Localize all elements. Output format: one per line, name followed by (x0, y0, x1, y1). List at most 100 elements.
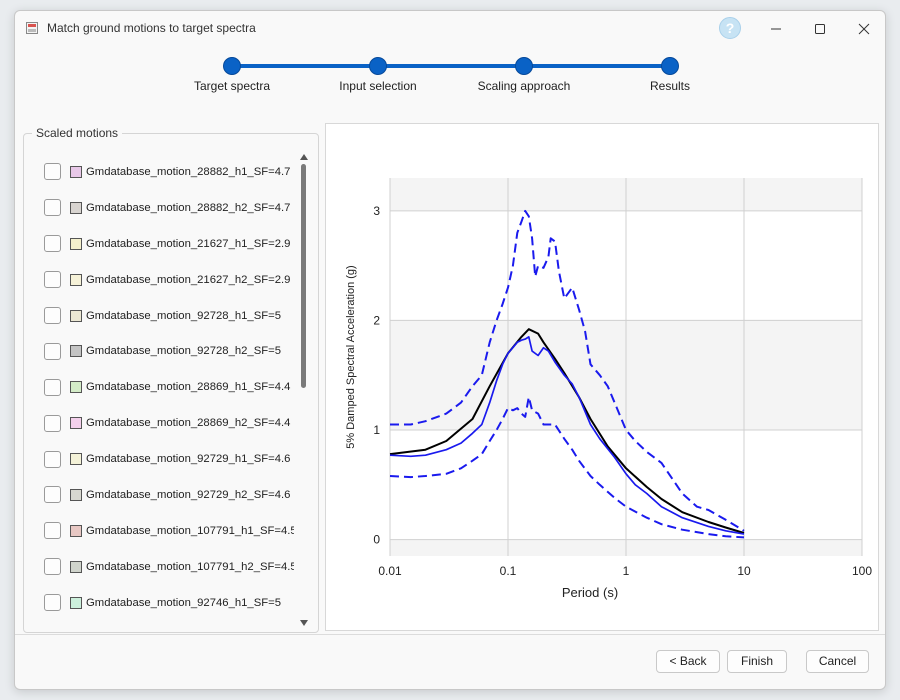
color-swatch (70, 560, 82, 573)
wizard-stepper: Target spectra Input selection Scaling a… (15, 51, 885, 111)
motion-checkbox[interactable] (44, 414, 61, 432)
list-item[interactable]: Gmdatabase_motion_28869_h2_SF=4.4 (36, 405, 294, 441)
scroll-up-arrow-icon[interactable] (300, 154, 308, 160)
step-label: Scaling approach (477, 79, 571, 93)
minimize-button[interactable] (761, 17, 791, 41)
list-item[interactable]: Gmdatabase_motion_21627_h1_SF=2.9 (36, 226, 294, 262)
list-scrollbar[interactable] (298, 154, 312, 626)
motion-label: Gmdatabase_motion_28869_h1_SF=4.4 (86, 381, 291, 394)
step-label: Input selection (339, 79, 417, 93)
list-item[interactable]: Gmdatabase_motion_92729_h2_SF=4.6 (36, 477, 294, 513)
help-icon[interactable]: ? (719, 17, 741, 39)
motion-checkbox[interactable] (44, 271, 61, 289)
list-item[interactable]: Gmdatabase_motion_28882_h1_SF=4.7 (36, 154, 294, 190)
motion-checkbox[interactable] (44, 594, 61, 612)
color-swatch (70, 345, 82, 358)
maximize-icon (815, 24, 825, 34)
motion-label: Gmdatabase_motion_28882_h1_SF=4.7 (86, 165, 291, 178)
x-tick-label: 0.01 (378, 564, 402, 578)
list-item[interactable]: Gmdatabase_motion_92728_h2_SF=5 (36, 333, 294, 369)
maximize-button[interactable] (805, 17, 835, 41)
scaled-motions-group: Scaled motions Gmdatabase_motion_28882_h… (23, 126, 319, 633)
x-tick-label: 100 (852, 564, 872, 578)
spectra-chart: 0.01 0.1 1 10 100 0 1 2 3 Period (s) 5% Damped Spe… (345, 178, 872, 600)
x-tick-label: 0.1 (500, 564, 517, 578)
list-item[interactable]: Gmdatabase_motion_107791_h2_SF=4.5 (36, 549, 294, 585)
step-dot (661, 57, 679, 75)
series-line-0 (389, 328, 745, 534)
motion-label: Gmdatabase_motion_92729_h1_SF=4.6 (86, 453, 291, 466)
wizard-window: Match ground motions to target spectra ?… (14, 10, 886, 690)
motion-checkbox[interactable] (44, 163, 61, 181)
x-tick-label: 10 (737, 564, 751, 578)
list-item[interactable]: Gmdatabase_motion_92729_h1_SF=4.6 (36, 441, 294, 477)
step-scaling-approach[interactable]: Scaling approach (464, 51, 584, 93)
motion-label: Gmdatabase_motion_92746_h1_SF=5 (86, 596, 282, 609)
back-button[interactable]: < Back (656, 650, 720, 673)
footer-divider (15, 634, 885, 635)
color-swatch (70, 309, 82, 322)
color-swatch (70, 417, 82, 430)
list-item[interactable]: Gmdatabase_motion_92728_h1_SF=5 (36, 298, 294, 334)
step-input-selection[interactable]: Input selection (318, 51, 438, 93)
series-line-2 (390, 209, 745, 532)
color-swatch (70, 488, 82, 501)
scroll-down-arrow-icon[interactable] (300, 620, 308, 626)
series-line-3 (389, 396, 745, 539)
motion-checkbox[interactable] (44, 199, 61, 217)
group-title: Scaled motions (32, 126, 123, 140)
list-item[interactable]: Gmdatabase_motion_28869_h1_SF=4.4 (36, 369, 294, 405)
color-swatch (70, 237, 82, 250)
motion-checkbox[interactable] (44, 235, 61, 253)
minimize-icon (771, 28, 781, 30)
motion-label: Gmdatabase_motion_107791_h1_SF=4.5 (86, 524, 294, 537)
motion-label: Gmdatabase_motion_107791_h2_SF=4.5 (86, 560, 294, 573)
color-swatch (70, 381, 82, 394)
y-tick-label: 1 (373, 423, 380, 437)
window-title: Match ground motions to target spectra (47, 21, 256, 35)
scaled-motions-list: Gmdatabase_motion_28882_h1_SF=4.7 Gmdatab… (36, 154, 294, 626)
motion-label: Gmdatabase_motion_28869_h2_SF=4.4 (86, 417, 291, 430)
motion-label: Gmdatabase_motion_21627_h1_SF=2.9 (86, 237, 291, 250)
color-swatch (70, 524, 82, 537)
list-item[interactable]: Gmdatabase_motion_21627_h2_SF=2.9 (36, 262, 294, 298)
chart-panel: 0.01 0.1 1 10 100 0 1 2 3 Period (s) 5% Damped Spe… (325, 123, 879, 631)
motion-checkbox[interactable] (44, 558, 61, 576)
motion-label: Gmdatabase_motion_21627_h2_SF=2.9 (86, 273, 291, 286)
step-label: Results (649, 79, 690, 93)
close-button[interactable] (849, 17, 879, 41)
color-swatch (70, 165, 82, 178)
list-item[interactable]: Gmdatabase_motion_92746_h1_SF=5 (36, 585, 294, 621)
motion-checkbox[interactable] (44, 486, 61, 504)
list-item[interactable]: Gmdatabase_motion_107791_h1_SF=4.5 (36, 513, 294, 549)
motion-checkbox[interactable] (44, 522, 61, 540)
motion-label: Gmdatabase_motion_92729_h2_SF=4.6 (86, 488, 291, 501)
list-item[interactable]: Gmdatabase_motion_28882_h2_SF=4.7 (36, 190, 294, 226)
step-dot (515, 57, 533, 75)
motion-label: Gmdatabase_motion_92728_h2_SF=5 (86, 345, 282, 358)
finish-button[interactable]: Finish (727, 650, 787, 673)
motion-checkbox[interactable] (44, 378, 61, 396)
step-target-spectra[interactable]: Target spectra (172, 51, 292, 93)
motion-label: Gmdatabase_motion_28882_h2_SF=4.7 (86, 201, 291, 214)
color-swatch (70, 273, 82, 286)
color-swatch (70, 453, 82, 466)
title-bar: Match ground motions to target spectra ? (15, 11, 885, 47)
stepper-track (232, 64, 670, 68)
scroll-thumb[interactable] (301, 164, 306, 388)
y-tick-label: 3 (373, 204, 380, 218)
step-label: Target spectra (193, 79, 271, 93)
cancel-button[interactable]: Cancel (806, 650, 869, 673)
x-tick-label: 1 (623, 564, 630, 578)
y-tick-label: 2 (373, 313, 380, 327)
step-dot (223, 57, 241, 75)
step-results[interactable]: Results (610, 51, 730, 93)
motion-checkbox[interactable] (44, 307, 61, 324)
motion-checkbox[interactable] (44, 342, 61, 360)
color-swatch (70, 201, 82, 214)
motion-checkbox[interactable] (44, 450, 61, 468)
app-icon (26, 22, 38, 34)
close-icon (858, 23, 870, 35)
series-line-1 (389, 336, 745, 535)
x-axis-label: Period (s) (562, 585, 618, 600)
